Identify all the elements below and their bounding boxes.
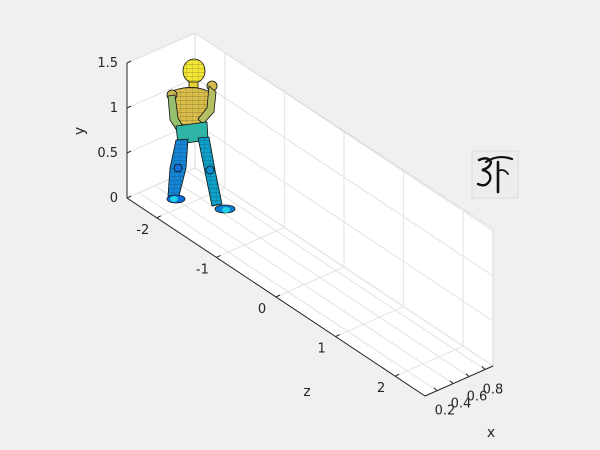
x-tick-mark (465, 373, 470, 377)
y-tick-label: 0 (110, 191, 118, 206)
z-tick-label: 0 (258, 302, 266, 317)
z-tick-label: -1 (196, 262, 209, 277)
y-axis-label: y (72, 127, 88, 135)
y-tick-label: 1.5 (97, 56, 118, 71)
x-tick-label: 0.2 (435, 404, 456, 419)
x-tick-mark (433, 387, 438, 392)
y-tick-mark (126, 195, 132, 199)
x-axis-label: x (487, 425, 495, 441)
axis-labels: y z x (72, 127, 495, 441)
inset-character-image (471, 150, 519, 199)
x-tick-label: 0.4 (451, 397, 472, 412)
y-tick-label: 1 (110, 101, 118, 116)
axis-ticks: 0 0.5 1 1.5 -2 -1 0 1 2 0.20.40.60.8 (97, 56, 503, 419)
z-tick-mark (394, 373, 400, 377)
x-axis-line (424, 365, 494, 397)
grid-lines (126, 32, 494, 392)
axes-box (125, 32, 495, 397)
y-tick-mark (126, 150, 132, 154)
x-tick-label: 0.8 (483, 383, 504, 398)
y-tick-label: 0.5 (97, 146, 118, 161)
humanoid-surface (166, 58, 236, 214)
z-tick-label: 2 (377, 381, 385, 396)
z-tick-label: 1 (317, 342, 325, 357)
y-tick-mark (126, 60, 132, 64)
y-tick-mark (126, 105, 132, 109)
z-tick-mark (156, 215, 162, 219)
z-axis-label: z (303, 384, 310, 400)
z-tick-mark (216, 254, 221, 258)
z-tick-mark (335, 334, 340, 338)
x-tick-mark (449, 380, 454, 385)
z-tick-mark (275, 294, 281, 298)
x-tick-label: 0.6 (467, 390, 488, 405)
x-tick-mark (481, 366, 486, 370)
z-tick-label: -2 (136, 223, 149, 238)
